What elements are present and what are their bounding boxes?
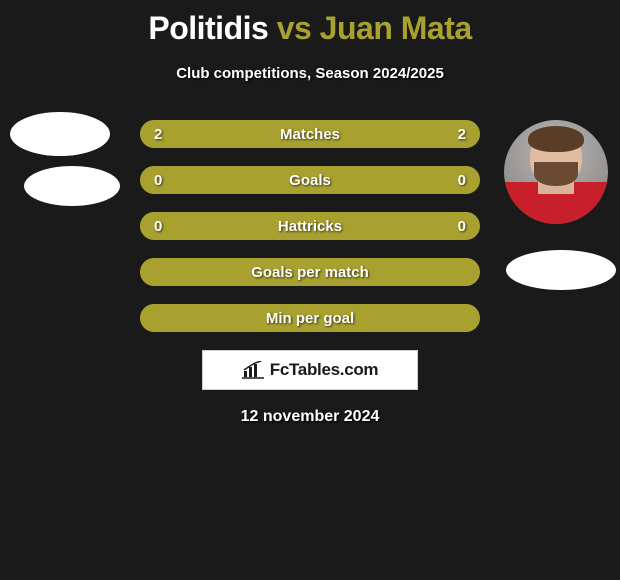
- placeholder-ellipse: [24, 166, 120, 206]
- stat-right-value: 2: [458, 122, 466, 146]
- stat-right-value: 0: [458, 214, 466, 238]
- stat-row-goals: 0 Goals 0: [140, 166, 480, 194]
- stat-right-value: 0: [458, 168, 466, 192]
- stats-bars: 2 Matches 2 0 Goals 0 0 Hattricks 0 Goal…: [140, 120, 480, 332]
- stat-row-hattricks: 0 Hattricks 0: [140, 212, 480, 240]
- title-player2: Juan Mata: [320, 10, 472, 46]
- stat-row-min-per-goal: Min per goal: [140, 304, 480, 332]
- stat-row-goals-per-match: Goals per match: [140, 258, 480, 286]
- brand-chart-icon: [242, 361, 264, 379]
- player2-beard: [534, 162, 578, 186]
- stat-label: Goals: [142, 168, 478, 192]
- title-player1: Politidis: [148, 10, 268, 46]
- brand-badge: FcTables.com: [202, 350, 418, 390]
- player2-avatar: [504, 120, 608, 224]
- page-title: Politidis vs Juan Mata: [0, 0, 620, 47]
- player2-hair: [528, 126, 584, 152]
- title-vs: vs: [277, 10, 312, 46]
- player1-avatar: [10, 104, 110, 204]
- stat-label: Matches: [142, 122, 478, 146]
- stat-row-matches: 2 Matches 2: [140, 120, 480, 148]
- subtitle: Club competitions, Season 2024/2025: [0, 65, 620, 82]
- stat-label: Goals per match: [142, 260, 478, 284]
- date-text: 12 november 2024: [0, 408, 620, 426]
- stat-label: Hattricks: [142, 214, 478, 238]
- brand-text: FcTables.com: [270, 360, 379, 380]
- player2-shadow-ellipse: [506, 250, 616, 290]
- stat-label: Min per goal: [142, 306, 478, 330]
- placeholder-ellipse: [10, 112, 110, 156]
